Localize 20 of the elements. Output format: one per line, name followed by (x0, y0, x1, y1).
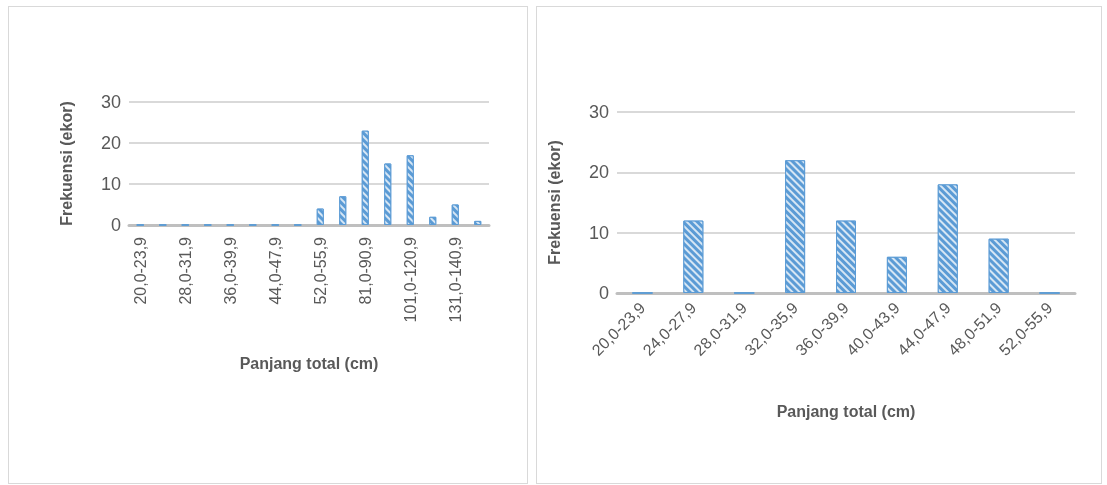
x-tick-label: 44,0-47,9 (266, 236, 284, 305)
x-axis-title: Panjang total (cm) (776, 402, 916, 420)
y-tick-label: 20 (100, 133, 121, 153)
y-tick-label: 30 (100, 92, 121, 112)
x-tick-label: 28,0-31,9 (176, 236, 194, 305)
y-tick-label: 0 (598, 283, 609, 303)
x-tick-label: 101,0-120,9 (401, 236, 419, 323)
y-axis-title: Frekuensi (ekor) (545, 140, 563, 265)
x-axis-title: Panjang total (cm) (239, 354, 379, 372)
x-tick-label: 131,0-140,9 (446, 236, 464, 323)
x-tick-label: 20,0-23,9 (131, 236, 149, 305)
y-tick-label: 30 (588, 102, 609, 122)
x-tick-label: 81,0-90,9 (356, 236, 374, 305)
x-tick-label: 52,0-55,9 (311, 236, 329, 305)
y-axis-title: Frekuensi (ekor) (57, 101, 75, 226)
y-tick-label: 20 (588, 162, 609, 183)
y-tick-label: 10 (588, 222, 609, 243)
y-tick-label: 0 (110, 215, 121, 235)
x-tick-label: 36,0-39,9 (221, 236, 239, 305)
y-tick-label: 10 (100, 174, 121, 194)
